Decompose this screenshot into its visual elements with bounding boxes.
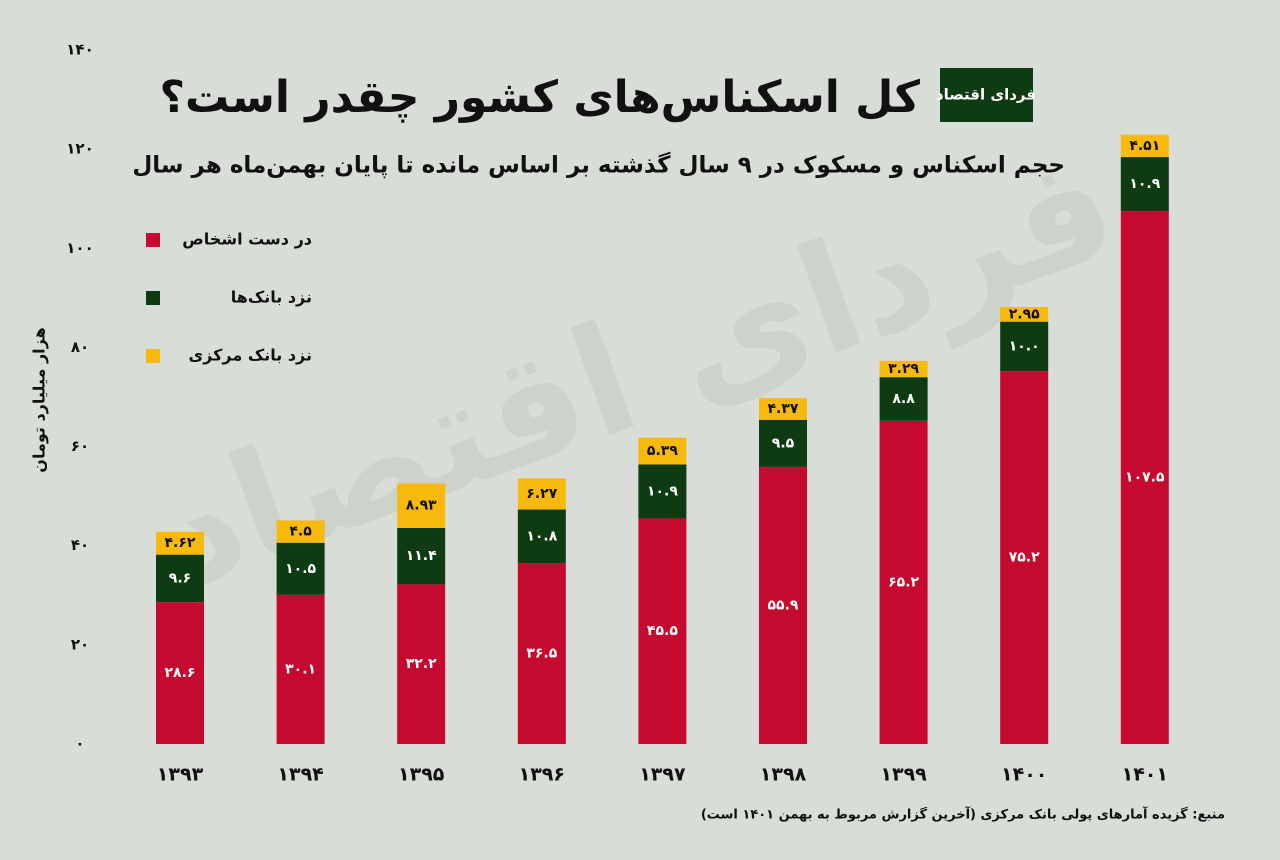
- x-tick-label: ۱۳۹۵: [398, 764, 445, 786]
- value-label: ۶۵.۲: [888, 574, 919, 590]
- value-label: ۱۰.۸: [526, 528, 557, 544]
- x-tick-label: ۱۳۹۶: [519, 764, 565, 786]
- value-label: ۵.۳۹: [647, 443, 678, 459]
- y-tick-label: ۰: [75, 735, 84, 753]
- y-tick-label: ۶۰: [71, 437, 89, 455]
- logo-box: [940, 68, 1033, 122]
- value-label: ۱۰.۰: [1009, 338, 1040, 354]
- x-tick-label: ۱۳۹۳: [157, 764, 204, 786]
- value-label: ۸.۹۳: [406, 498, 437, 514]
- bar-segment: [276, 542, 325, 595]
- value-label: ۳۰.۱: [285, 661, 316, 677]
- value-label: ۴۵.۵: [647, 623, 678, 639]
- y-tick-label: ۲۰: [71, 635, 89, 653]
- value-label: ۳.۲۹: [888, 361, 919, 377]
- x-tick-label: ۱۳۹۸: [760, 764, 807, 786]
- bar-segment: [397, 584, 446, 744]
- value-label: ۴.۳۷: [768, 401, 799, 417]
- value-label: ۲.۹۵: [1009, 306, 1040, 322]
- logo: فردای اقتصاد: [936, 86, 1036, 104]
- legend-swatch: [146, 291, 160, 305]
- y-tick-label: ۱۴۰: [66, 41, 93, 59]
- bar-segment: [517, 563, 566, 744]
- value-label: ۱۰۷.۵: [1125, 470, 1165, 486]
- bar-segment: [276, 594, 325, 744]
- value-label: ۷۵.۲: [1009, 550, 1040, 566]
- x-tick-label: ۱۴۰۰: [1001, 764, 1047, 786]
- value-label: ۱۱.۴: [406, 548, 437, 564]
- bar-segment: [517, 478, 566, 510]
- bar-segment: [638, 518, 687, 744]
- value-label: ۴.۵۱: [1129, 138, 1160, 154]
- bar-segment: [879, 420, 928, 744]
- x-tick-label: ۱۳۹۹: [880, 764, 927, 786]
- bar-segment: [879, 377, 928, 421]
- bar-segment: [397, 483, 446, 528]
- y-tick-label: ۴۰: [71, 536, 89, 554]
- value-label: ۵۵.۹: [768, 597, 799, 613]
- bar-segment: [759, 398, 807, 420]
- value-label: ۸.۸: [892, 391, 915, 407]
- value-label: ۶.۲۷: [526, 486, 557, 502]
- bar-segment: [1120, 211, 1169, 744]
- legend-swatch: [146, 233, 160, 247]
- chart-title: کل اسکناس‌های کشور چقدر است؟: [160, 72, 921, 123]
- legend-label: در دست اشخاص: [182, 230, 312, 249]
- legend-label: نزد بانک مرکزی: [189, 346, 313, 365]
- legend-label: نزد بانک‌ها: [231, 288, 312, 307]
- chart-subtitle: حجم اسکناس و مسکوک در ۹ سال گذشته بر اسا…: [132, 152, 1065, 179]
- bar-segment: [517, 509, 566, 564]
- value-label: ۱۰.۹: [647, 483, 678, 499]
- value-label: ۱۰.۹: [1129, 176, 1160, 192]
- bar-segment: [1120, 157, 1169, 212]
- bar-segment: [1000, 371, 1049, 744]
- bar-segment: [759, 466, 807, 744]
- value-label: ۹.۶: [169, 570, 191, 586]
- bar-segment: [276, 520, 325, 543]
- y-tick-label: ۱۲۰: [66, 140, 93, 158]
- value-label: ۴.۵: [289, 524, 312, 540]
- bar-segment: [1120, 134, 1169, 158]
- bar-segment: [156, 554, 204, 603]
- source-note: منبع: گزیده آمارهای پولی بانک مرکزی (آخر…: [701, 806, 1225, 823]
- value-label: ۱۰.۵: [285, 561, 316, 577]
- x-tick-label: ۱۴۰۱: [1122, 764, 1168, 786]
- x-tick-label: ۱۳۹۴: [277, 764, 323, 786]
- value-label: ۹.۵: [772, 435, 795, 451]
- bar-segment: [397, 527, 446, 585]
- value-label: ۲۸.۶: [165, 665, 196, 681]
- bar-segment: [1000, 321, 1049, 372]
- legend-swatch: [146, 349, 160, 363]
- value-label: ۳۲.۲: [406, 656, 437, 672]
- y-axis-label: هزار میلیارد تومان: [30, 327, 49, 472]
- bar-segment: [879, 360, 928, 378]
- value-label: ۴.۶۲: [165, 535, 196, 551]
- y-tick-label: ۸۰: [71, 338, 89, 356]
- bar-segment: [759, 419, 807, 467]
- bar-segment: [156, 602, 204, 744]
- x-tick-label: ۱۳۹۷: [639, 764, 686, 786]
- bar-segment: [156, 531, 204, 555]
- bar-segment: [638, 464, 687, 519]
- bar-segment: [1000, 307, 1049, 322]
- y-tick-label: ۱۰۰: [66, 239, 93, 257]
- bar-segment: [638, 437, 687, 465]
- value-label: ۳۶.۵: [526, 646, 557, 662]
